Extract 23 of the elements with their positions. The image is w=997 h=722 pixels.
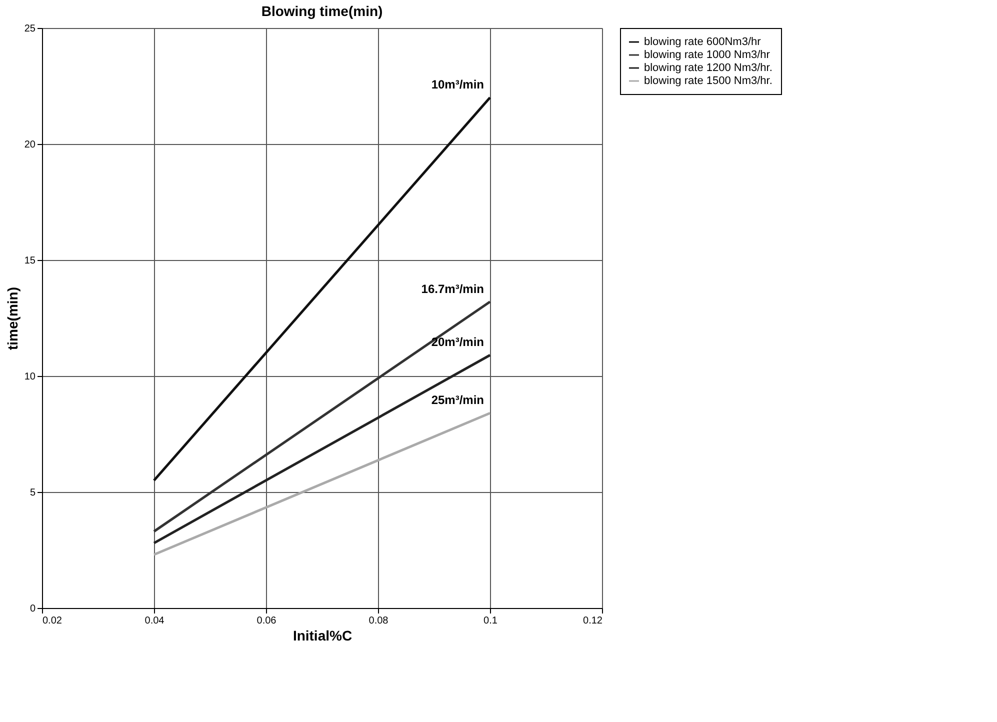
x-axis-title: Initial%C — [292, 628, 352, 644]
y-axis-title: time(min) — [4, 287, 20, 350]
y-tick-label: 0 — [30, 604, 36, 614]
y-tick-label: 10 — [24, 372, 36, 382]
y-tick-label: 20 — [24, 140, 36, 150]
annotation: 20m³/min — [431, 335, 484, 350]
x-tick-label: 0.02 — [42, 616, 62, 626]
x-tick-label: 0.06 — [256, 616, 277, 626]
annotation: 25m³/min — [431, 393, 484, 408]
x-tick-label: 0.12 — [583, 616, 603, 626]
legend-label: blowing rate 1000 Nm3/hr — [644, 49, 770, 61]
x-tick-label: 0.1 — [484, 616, 498, 626]
y-tick-label: 5 — [30, 488, 36, 498]
y-tick-label: 15 — [24, 256, 36, 266]
annotation: 16.7m³/min — [421, 282, 484, 296]
annotation: 10m³/min — [431, 78, 484, 92]
x-tick-label: 0.08 — [368, 616, 389, 626]
x-tick-label: 0.04 — [144, 616, 165, 626]
y-tick-label: 25 — [24, 24, 36, 34]
legend-label: blowing rate 1200 Nm3/hr. — [644, 62, 772, 74]
legend-label: blowing rate 600Nm3/hr — [644, 36, 762, 48]
legend-label: blowing rate 1500 Nm3/hr. — [644, 75, 772, 87]
chart-title: Blowing time(min) — [261, 3, 383, 19]
